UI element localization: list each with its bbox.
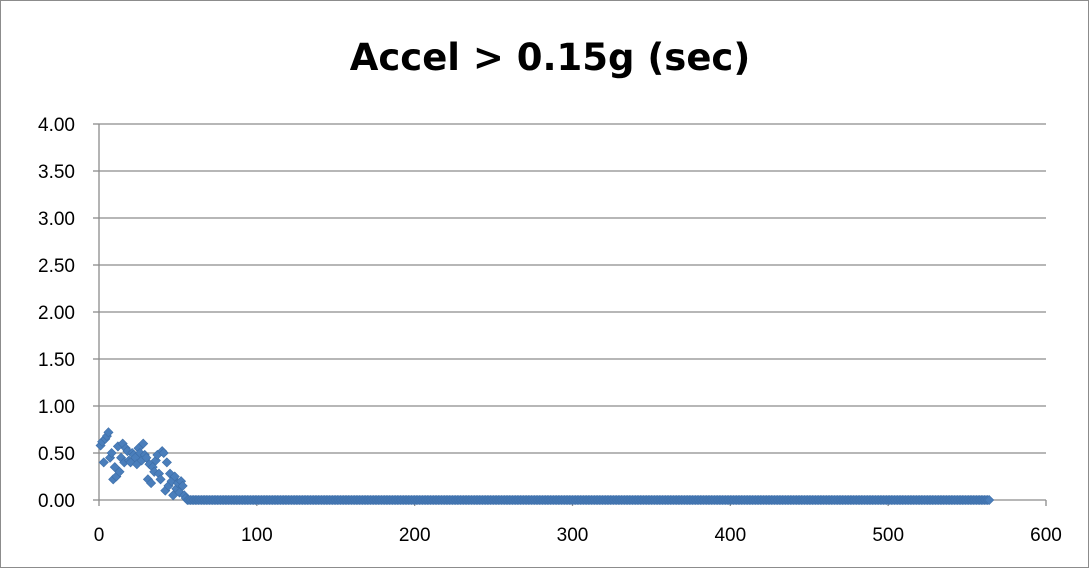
data-point <box>155 474 166 485</box>
y-tick-label: 1.00 <box>38 397 75 418</box>
axes <box>93 123 1047 506</box>
data-point <box>106 447 117 459</box>
x-tick-label: 300 <box>557 525 589 546</box>
data-point <box>138 438 149 449</box>
data-point <box>98 457 109 468</box>
x-tick-label: 100 <box>241 525 273 546</box>
x-tick-labels: 0 100 200 300 400 500 600 <box>94 525 1062 546</box>
x-tick-label: 0 <box>94 525 105 546</box>
data-point <box>103 427 114 438</box>
chart-title: Accel > 0.15g (sec) <box>349 36 751 79</box>
y-tick-label: 3.00 <box>38 209 75 230</box>
y-tick-labels: 0.00 0.50 1.00 1.50 2.00 2.50 3.00 3.50 4.00 <box>38 115 75 512</box>
y-tick-label: 2.50 <box>38 256 75 277</box>
gridlines <box>99 123 1046 454</box>
y-tick-label: 3.50 <box>38 162 75 183</box>
data-point <box>158 447 169 459</box>
x-tick-label: 400 <box>714 525 746 546</box>
y-tick-label: 2.00 <box>38 303 75 324</box>
y-tick-label: 1.50 <box>38 350 75 371</box>
data-point <box>146 478 157 489</box>
y-tick-label: 4.00 <box>38 115 75 136</box>
data-points <box>95 427 995 506</box>
x-tick-label: 600 <box>1030 525 1062 546</box>
x-tick-label: 500 <box>872 525 904 546</box>
data-point <box>141 452 152 463</box>
y-tick-label: 0.00 <box>38 491 75 512</box>
data-point <box>177 480 188 491</box>
data-point <box>169 471 180 482</box>
data-point <box>161 457 172 468</box>
x-tick-label: 200 <box>399 525 431 546</box>
data-point <box>114 466 125 477</box>
y-tick-label: 0.50 <box>38 444 75 465</box>
data-point <box>984 494 995 506</box>
data-point <box>149 466 160 477</box>
